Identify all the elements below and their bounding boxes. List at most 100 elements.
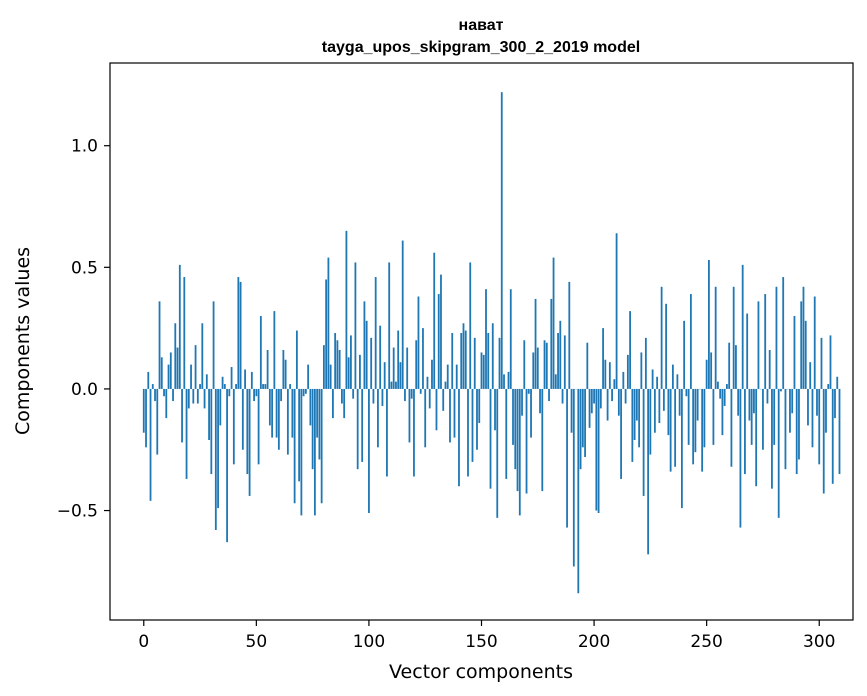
bar-24 bbox=[196, 388, 199, 404]
bar-150 bbox=[480, 352, 483, 389]
bar-36 bbox=[223, 384, 226, 389]
bar-38 bbox=[228, 388, 231, 397]
bar-70 bbox=[300, 388, 303, 516]
x-axis-label: Vector components bbox=[389, 661, 573, 683]
bar-217 bbox=[631, 388, 634, 462]
bar-307 bbox=[834, 388, 836, 419]
bar-213 bbox=[622, 371, 625, 389]
bar-2 bbox=[147, 371, 150, 389]
bar-174 bbox=[534, 298, 537, 389]
bar-116 bbox=[404, 388, 406, 402]
bar-104 bbox=[377, 388, 379, 448]
bar-42 bbox=[237, 277, 240, 389]
bar-248 bbox=[701, 388, 704, 472]
bar-39 bbox=[230, 367, 233, 389]
bar-100 bbox=[368, 388, 370, 513]
bar-230 bbox=[660, 286, 663, 389]
bar-226 bbox=[651, 369, 654, 389]
bar-305 bbox=[829, 335, 832, 389]
bar-155 bbox=[491, 323, 494, 389]
bar-11 bbox=[167, 364, 170, 389]
bar-220 bbox=[638, 388, 641, 448]
bar-28 bbox=[205, 374, 208, 389]
bar-228 bbox=[656, 376, 659, 389]
bar-272 bbox=[755, 388, 758, 487]
bar-139 bbox=[455, 364, 458, 389]
bar-187 bbox=[563, 335, 566, 389]
bar-137 bbox=[451, 332, 454, 389]
bar-170 bbox=[525, 388, 528, 494]
bar-68 bbox=[295, 330, 298, 389]
bar-184 bbox=[557, 332, 559, 389]
bar-141 bbox=[460, 332, 463, 389]
bar-126 bbox=[426, 376, 429, 389]
bar-281 bbox=[775, 286, 778, 389]
bar-278 bbox=[768, 350, 771, 389]
bar-20 bbox=[187, 388, 190, 409]
bar-142 bbox=[462, 323, 465, 389]
bar-291 bbox=[798, 388, 800, 460]
bar-35 bbox=[221, 376, 224, 389]
bar-66 bbox=[291, 388, 294, 438]
bar-81 bbox=[325, 279, 328, 389]
bar-161 bbox=[505, 388, 508, 479]
bar-198 bbox=[588, 388, 591, 428]
bar-288 bbox=[791, 388, 794, 414]
bar-125 bbox=[424, 388, 427, 448]
x-tick-label: 250 bbox=[690, 632, 722, 652]
bar-76 bbox=[313, 388, 316, 516]
bar-181 bbox=[550, 298, 553, 389]
bar-299 bbox=[816, 388, 818, 416]
bar-131 bbox=[437, 294, 440, 389]
y-axis-label: Components values bbox=[12, 247, 34, 435]
bar-306 bbox=[831, 388, 834, 484]
bar-96 bbox=[359, 354, 361, 389]
bar-8 bbox=[160, 357, 163, 389]
bar-208 bbox=[611, 388, 613, 402]
bar-130 bbox=[435, 388, 438, 431]
bar-23 bbox=[194, 345, 197, 389]
bar-52 bbox=[259, 315, 262, 389]
bar-163 bbox=[509, 289, 512, 389]
bar-5 bbox=[154, 388, 156, 402]
bar-209 bbox=[613, 379, 616, 389]
plot-frame bbox=[109, 62, 854, 621]
bar-154 bbox=[489, 388, 492, 489]
bar-121 bbox=[415, 340, 418, 389]
bar-210 bbox=[615, 233, 618, 389]
bar-186 bbox=[561, 388, 564, 404]
bar-223 bbox=[644, 337, 647, 389]
bar-289 bbox=[793, 315, 796, 389]
bar-6 bbox=[156, 388, 159, 455]
bar-283 bbox=[780, 388, 782, 392]
bar-244 bbox=[692, 388, 695, 465]
bar-140 bbox=[458, 388, 460, 487]
bar-147 bbox=[473, 337, 476, 389]
bar-222 bbox=[642, 388, 645, 496]
bar-196 bbox=[584, 388, 586, 458]
bar-53 bbox=[262, 384, 264, 389]
bar-136 bbox=[449, 388, 451, 443]
bar-246 bbox=[696, 388, 699, 421]
bar-173 bbox=[532, 352, 535, 389]
bar-193 bbox=[577, 388, 580, 594]
bar-10 bbox=[165, 388, 168, 419]
bar-297 bbox=[811, 388, 814, 448]
bar-251 bbox=[708, 260, 710, 389]
bar-110 bbox=[390, 381, 393, 389]
bar-263 bbox=[735, 345, 737, 389]
bar-178 bbox=[543, 340, 546, 389]
bar-15 bbox=[176, 347, 179, 389]
bar-64 bbox=[286, 388, 289, 455]
x-tick-label: 200 bbox=[578, 632, 610, 652]
bar-282 bbox=[777, 388, 780, 518]
bar-78 bbox=[318, 388, 321, 460]
bar-258 bbox=[723, 388, 726, 406]
bar-112 bbox=[395, 381, 397, 389]
bar-123 bbox=[419, 388, 422, 394]
bar-254 bbox=[714, 286, 717, 389]
bar-214 bbox=[624, 388, 627, 404]
bar-series bbox=[142, 92, 841, 594]
bar-77 bbox=[316, 388, 319, 438]
bar-249 bbox=[703, 388, 706, 448]
